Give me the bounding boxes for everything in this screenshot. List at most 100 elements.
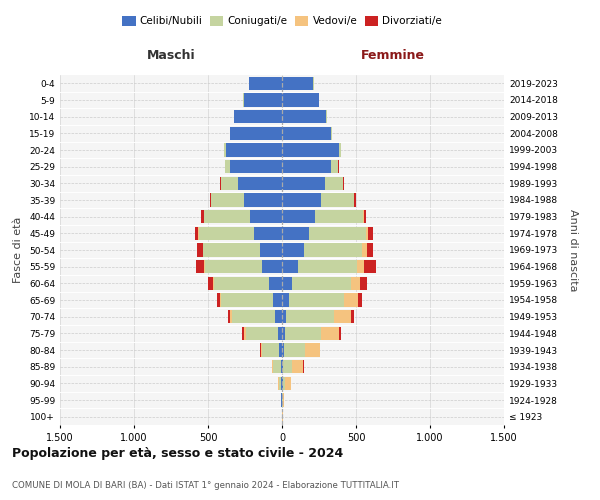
- Bar: [282, 410, 283, 424]
- Bar: [282, 294, 362, 306]
- Bar: [282, 110, 326, 124]
- Bar: [273, 360, 282, 374]
- Bar: [281, 394, 282, 406]
- Bar: [282, 376, 291, 390]
- Bar: [282, 160, 338, 173]
- Bar: [213, 276, 282, 290]
- Bar: [282, 294, 344, 306]
- Bar: [194, 226, 282, 240]
- Bar: [282, 144, 338, 156]
- Bar: [234, 110, 282, 124]
- Bar: [224, 144, 282, 156]
- Bar: [210, 194, 282, 206]
- Bar: [278, 376, 282, 390]
- Bar: [282, 244, 362, 256]
- Bar: [282, 110, 326, 124]
- Bar: [282, 226, 309, 240]
- Bar: [279, 376, 282, 390]
- Bar: [282, 310, 353, 324]
- Bar: [282, 94, 319, 106]
- Bar: [282, 126, 331, 140]
- Bar: [282, 310, 286, 324]
- Bar: [282, 344, 284, 356]
- Bar: [282, 344, 305, 356]
- Bar: [282, 126, 332, 140]
- Bar: [281, 394, 282, 406]
- Bar: [282, 244, 304, 256]
- Bar: [282, 326, 341, 340]
- Bar: [246, 326, 282, 340]
- Bar: [282, 260, 376, 274]
- Bar: [275, 310, 282, 324]
- Bar: [230, 126, 282, 140]
- Bar: [224, 144, 282, 156]
- Bar: [203, 244, 282, 256]
- Bar: [244, 194, 282, 206]
- Bar: [214, 276, 282, 290]
- Bar: [260, 344, 282, 356]
- Bar: [204, 260, 282, 274]
- Bar: [204, 210, 282, 224]
- Bar: [282, 176, 344, 190]
- Bar: [230, 126, 282, 140]
- Bar: [220, 176, 282, 190]
- Bar: [282, 126, 332, 140]
- Bar: [282, 376, 286, 390]
- Bar: [230, 310, 282, 324]
- Bar: [244, 94, 282, 106]
- Text: Maschi: Maschi: [146, 48, 196, 62]
- Bar: [282, 276, 367, 290]
- Bar: [282, 360, 304, 374]
- Bar: [230, 126, 282, 140]
- Bar: [282, 210, 363, 224]
- Bar: [282, 326, 285, 340]
- Bar: [227, 310, 282, 324]
- Bar: [282, 144, 341, 156]
- Bar: [230, 160, 282, 173]
- Y-axis label: Anni di nascita: Anni di nascita: [568, 208, 578, 291]
- Bar: [282, 394, 284, 406]
- Bar: [282, 394, 283, 406]
- Bar: [250, 76, 282, 90]
- Bar: [282, 326, 339, 340]
- Bar: [260, 344, 282, 356]
- Bar: [234, 110, 282, 124]
- Bar: [282, 244, 373, 256]
- Bar: [282, 344, 320, 356]
- Bar: [199, 226, 282, 240]
- Bar: [282, 144, 341, 156]
- Bar: [282, 194, 356, 206]
- Bar: [279, 344, 282, 356]
- Bar: [282, 76, 314, 90]
- Bar: [272, 360, 282, 374]
- Bar: [282, 210, 316, 224]
- Bar: [232, 310, 282, 324]
- Bar: [250, 210, 282, 224]
- Bar: [282, 244, 367, 256]
- Bar: [225, 160, 282, 173]
- Bar: [282, 94, 319, 106]
- Bar: [282, 110, 326, 124]
- Bar: [282, 360, 304, 374]
- Bar: [242, 326, 282, 340]
- Bar: [282, 210, 366, 224]
- Bar: [197, 244, 282, 256]
- Bar: [282, 210, 364, 224]
- Bar: [238, 176, 282, 190]
- Bar: [282, 376, 291, 390]
- Bar: [260, 244, 282, 256]
- Bar: [282, 294, 358, 306]
- Bar: [244, 326, 282, 340]
- Bar: [282, 360, 283, 374]
- Bar: [221, 294, 282, 306]
- Bar: [211, 194, 282, 206]
- Bar: [282, 160, 338, 173]
- Bar: [199, 226, 282, 240]
- Bar: [282, 144, 341, 156]
- Bar: [282, 276, 361, 290]
- Bar: [282, 310, 334, 324]
- Bar: [282, 226, 373, 240]
- Legend: Celibi/Nubili, Coniugati/e, Vedovi/e, Divorziati/e: Celibi/Nubili, Coniugati/e, Vedovi/e, Di…: [119, 12, 445, 29]
- Bar: [282, 326, 321, 340]
- Bar: [220, 294, 282, 306]
